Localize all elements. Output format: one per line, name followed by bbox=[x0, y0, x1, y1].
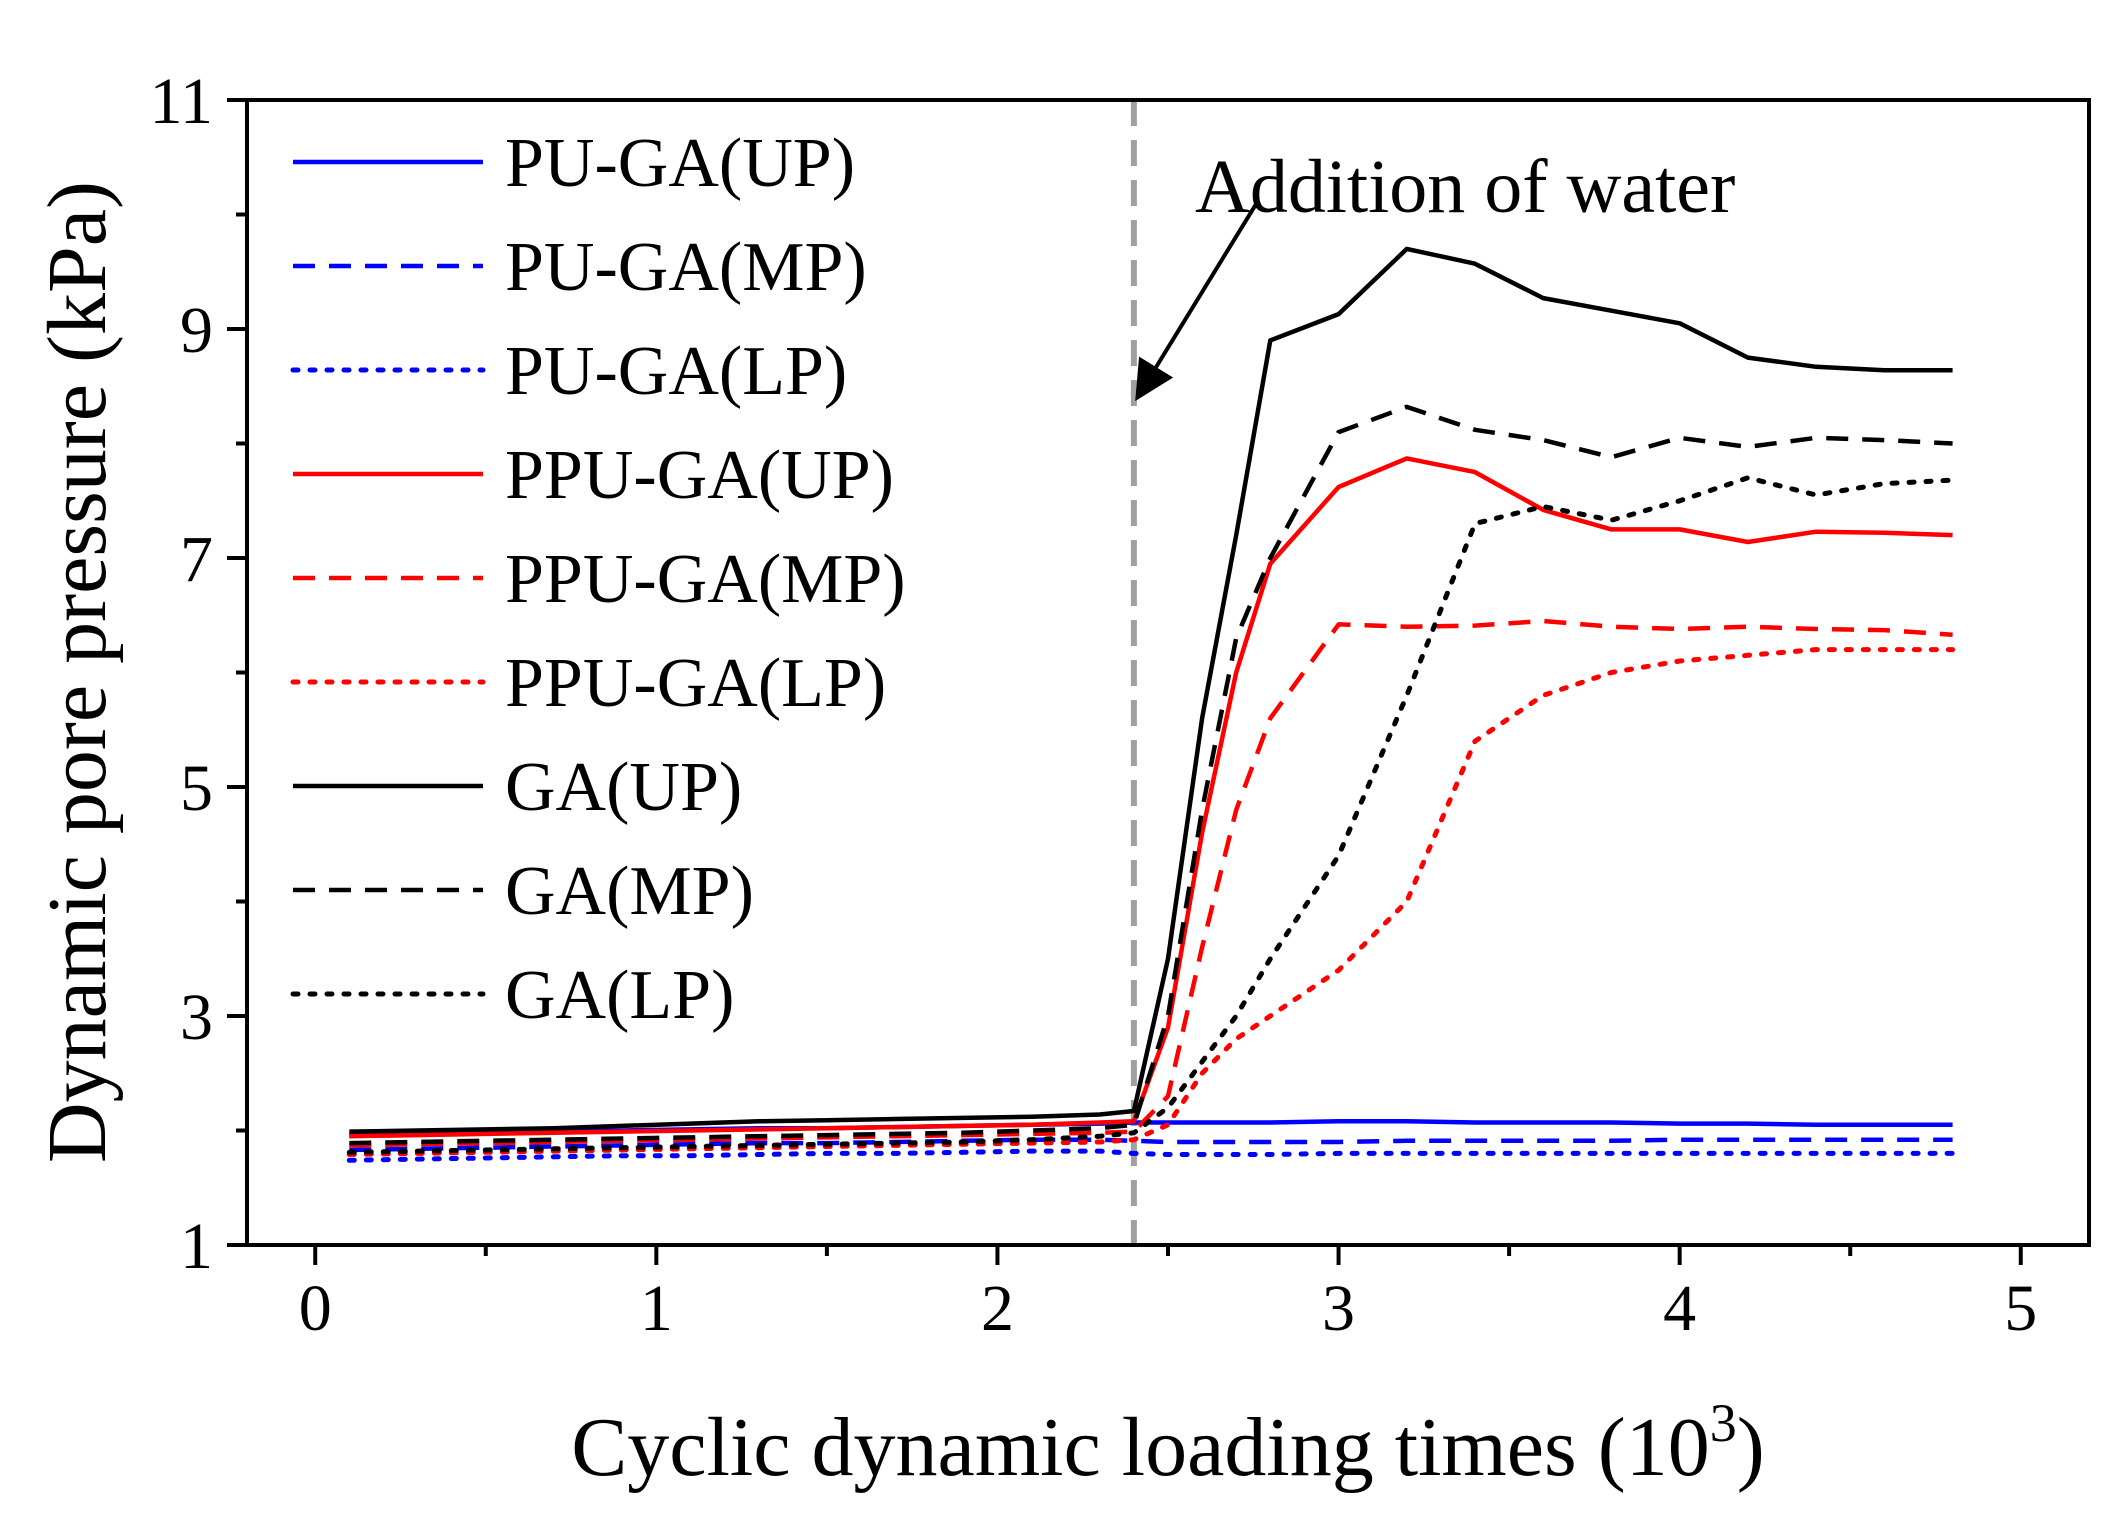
series-line-ppu-ga-lp bbox=[346, 647, 1956, 1157]
annotation-text: Addition of water bbox=[1195, 145, 1735, 229]
plot-background bbox=[247, 100, 2089, 1245]
x-axis-label-superscript: 3 bbox=[1710, 1393, 1737, 1453]
legend-label-pu-ga-up: PU-GA(UP) bbox=[505, 125, 855, 202]
series-line-ga-up bbox=[349, 246, 1953, 1134]
legend: PU-GA(UP) PU-GA(MP) PU-GA(LP) PPU-GA(UP) PPU… bbox=[290, 125, 906, 1034]
x-axis-label-main: Cyclic dynamic loading times (10 bbox=[571, 1401, 1709, 1494]
series-line-ppu-ga-up bbox=[349, 456, 1953, 1139]
y-tick-label: 9 bbox=[180, 294, 213, 367]
y-axis-label: Dynamic pore pressure (kPa) bbox=[31, 181, 124, 1163]
annotation-arrow bbox=[1135, 202, 1259, 402]
legend-label-ga-up: GA(UP) bbox=[505, 749, 742, 826]
x-tick-label: 0 bbox=[299, 1272, 332, 1345]
x-tick-label: 3 bbox=[1322, 1272, 1355, 1345]
legend-label-ppu-ga-mp: PPU-GA(MP) bbox=[505, 541, 906, 618]
series-line-ga-mp bbox=[349, 404, 1953, 1146]
x-axis-label: Cyclic dynamic loading times (103) bbox=[571, 1393, 1764, 1494]
annotation: Addition of water bbox=[1135, 145, 1735, 402]
y-tick-label: 7 bbox=[180, 523, 213, 596]
x-tick-label: 5 bbox=[2004, 1272, 2037, 1345]
x-tick-label: 2 bbox=[981, 1272, 1014, 1345]
y-tick-label: 5 bbox=[180, 752, 213, 825]
legend-label-pu-ga-lp: PU-GA(LP) bbox=[505, 333, 847, 410]
x-axis-label-close: ) bbox=[1737, 1401, 1765, 1494]
series-line-ga-lp bbox=[346, 475, 1956, 1155]
series-line-ppu-ga-mp bbox=[349, 618, 1953, 1148]
x-tick-label: 1 bbox=[640, 1272, 673, 1345]
x-tick-label: 4 bbox=[1663, 1272, 1696, 1345]
y-tick-label: 3 bbox=[180, 981, 213, 1054]
legend-label-ga-lp: GA(LP) bbox=[505, 957, 734, 1034]
legend-label-ga-mp: GA(MP) bbox=[505, 853, 754, 930]
y-tick-label: 11 bbox=[149, 65, 213, 138]
legend-label-ppu-ga-up: PPU-GA(UP) bbox=[505, 437, 894, 514]
legend-label-ppu-ga-lp: PPU-GA(LP) bbox=[505, 645, 886, 722]
y-tick-label: 1 bbox=[180, 1210, 213, 1283]
series-line-pu-ga-lp bbox=[346, 1148, 1956, 1163]
legend-label-pu-ga-mp: PU-GA(MP) bbox=[505, 229, 867, 306]
series-line-pu-ga-mp bbox=[349, 1137, 1953, 1153]
